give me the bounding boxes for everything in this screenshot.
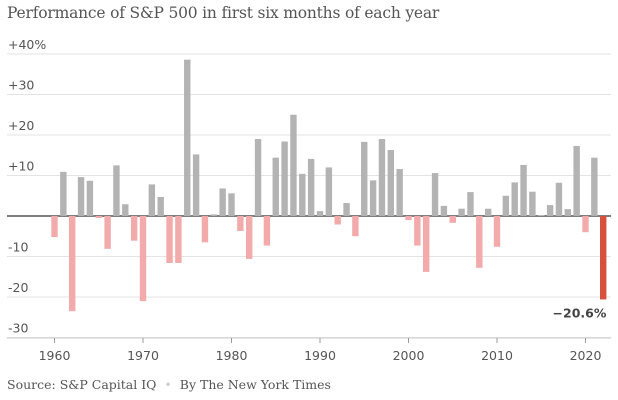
x-tick-label: 1970 — [127, 348, 159, 363]
bar-1980 — [228, 193, 235, 216]
bar-1993 — [343, 203, 350, 216]
y-tick-label: +40% — [8, 37, 46, 52]
bar-1977 — [201, 216, 209, 243]
bar-2012 — [511, 182, 518, 216]
bar-1974 — [175, 216, 182, 263]
bar-2014 — [529, 191, 536, 216]
bar-1971 — [148, 184, 156, 216]
bar-2010 — [493, 216, 501, 247]
bar-1964 — [86, 180, 94, 216]
y-tick-label: +10 — [8, 159, 34, 174]
bar-1978 — [210, 214, 217, 216]
bar-1989 — [307, 158, 315, 216]
bar-2000 — [405, 216, 412, 221]
chart-annotation: −20.6% — [553, 305, 607, 320]
bar-1973 — [166, 216, 173, 263]
bar-2015 — [538, 215, 545, 216]
bar-2013 — [520, 164, 527, 216]
x-tick-label: 2020 — [570, 348, 602, 363]
y-axis-labels: +40% +30 +20 +10 -10 -20 -30 — [8, 37, 46, 336]
bar-1990 — [316, 211, 324, 216]
bar-1994 — [352, 216, 359, 237]
bar-2019 — [573, 145, 580, 216]
x-tick-label: 2000 — [393, 348, 425, 363]
bar-1960 — [51, 216, 58, 238]
x-tick-label: 2010 — [481, 348, 513, 363]
bar-2020 — [582, 216, 589, 233]
x-tick-label: 1960 — [39, 348, 71, 363]
bar-1991 — [325, 167, 333, 216]
bar-2001 — [414, 216, 421, 246]
bar-2007 — [467, 192, 474, 216]
chart-bars — [51, 59, 607, 312]
credit-text: By The New York Times — [179, 377, 331, 392]
source-line: Source: S&P Capital IQ • By The New York… — [7, 377, 331, 392]
bar-1961 — [60, 171, 67, 216]
bar-1996 — [369, 180, 377, 216]
bar-1998 — [387, 149, 394, 216]
bar-1985 — [272, 157, 279, 216]
bar-1999 — [396, 169, 403, 216]
bar-2008 — [476, 216, 483, 268]
bar-1997 — [378, 139, 386, 216]
bar-2018 — [564, 209, 571, 216]
bar-1995 — [361, 141, 368, 216]
x-axis: 1960 1970 1980 1990 2000 2010 2020 — [7, 337, 611, 363]
chart-title: Performance of S&P 500 in first six mont… — [7, 4, 440, 22]
y-tick-label: -30 — [8, 321, 28, 336]
bar-1968 — [122, 204, 129, 216]
y-tick-label: -20 — [8, 280, 28, 295]
separator-dot: • — [164, 377, 172, 392]
bar-2022 — [600, 216, 607, 300]
bar-2017 — [555, 182, 563, 216]
bar-2021 — [591, 157, 598, 216]
bar-1966 — [104, 216, 111, 249]
bar-2003 — [431, 173, 439, 216]
bar-1970 — [139, 216, 147, 302]
bar-2004 — [440, 205, 448, 216]
bar-2005 — [449, 216, 456, 223]
y-tick-label: -10 — [8, 240, 28, 255]
bar-1986 — [281, 141, 288, 216]
bar-2011 — [502, 195, 510, 216]
bar-1992 — [334, 216, 341, 225]
annotation-label: −20.6% — [553, 305, 607, 320]
bar-1987 — [290, 114, 297, 216]
bar-2016 — [546, 205, 554, 216]
bar-1962 — [69, 216, 76, 312]
bar-2002 — [423, 216, 430, 272]
bar-1981 — [237, 216, 244, 231]
bar-1976 — [192, 154, 200, 216]
bar-1979 — [219, 188, 226, 216]
y-tick-label: +20 — [8, 118, 34, 133]
bar-1984 — [263, 216, 271, 246]
bar-1963 — [77, 177, 85, 216]
bar-1975 — [184, 59, 191, 216]
bar-1988 — [299, 173, 306, 216]
source-text: Source: S&P Capital IQ — [7, 377, 157, 392]
bar-2009 — [484, 208, 492, 216]
bar-1967 — [113, 165, 120, 216]
bar-1969 — [130, 216, 138, 241]
bar-1982 — [246, 216, 253, 259]
bar-1972 — [157, 196, 164, 216]
bar-1983 — [254, 139, 262, 216]
y-tick-label: +30 — [8, 78, 34, 93]
x-tick-label: 1990 — [304, 348, 336, 363]
bar-2006 — [458, 208, 465, 216]
x-tick-label: 1980 — [216, 348, 248, 363]
bar-1965 — [95, 216, 102, 219]
